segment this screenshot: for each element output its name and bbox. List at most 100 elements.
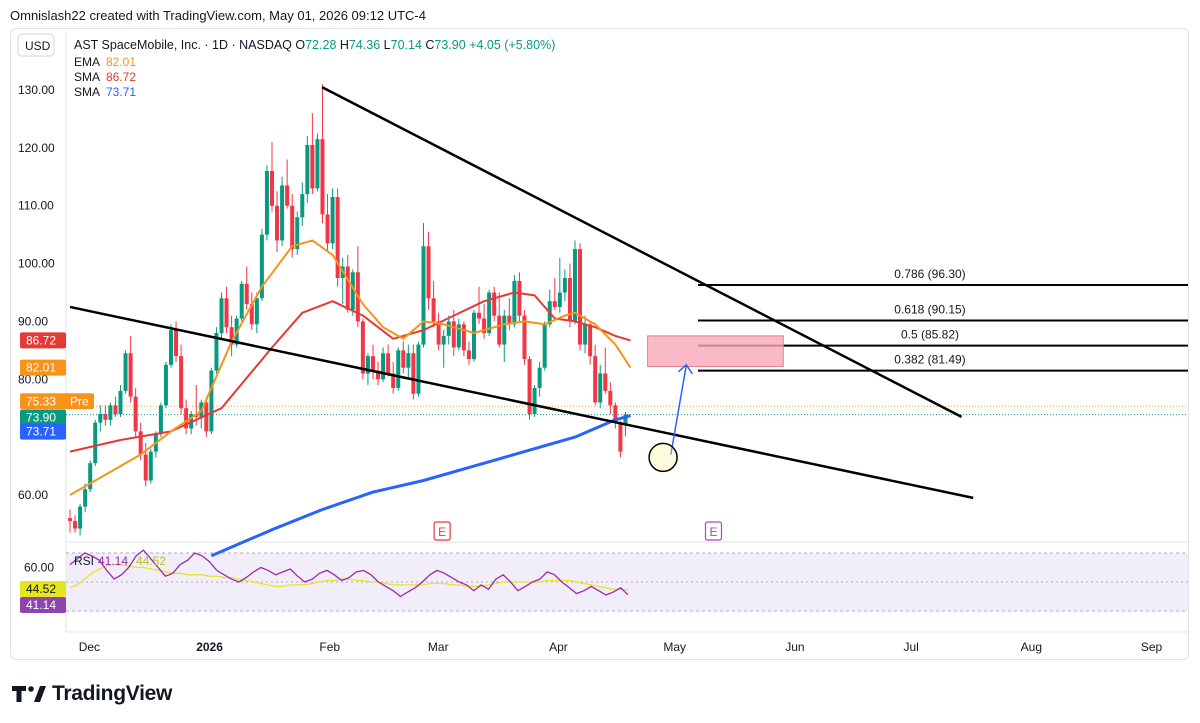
ohlc-value: 74.36 — [349, 38, 384, 52]
candle-body — [290, 205, 295, 250]
currency-badge — [17, 33, 55, 57]
candle-body — [578, 249, 583, 345]
candle-body — [507, 315, 512, 325]
y-tick-label: 110.00 — [18, 199, 54, 213]
candle-body — [295, 217, 300, 250]
rsi-ma-legend-value: 44.52 — [136, 554, 166, 568]
candle-body — [618, 422, 623, 452]
price-tag — [20, 332, 66, 349]
rsi-line — [69, 549, 629, 598]
sma-fast-line — [69, 291, 631, 453]
price-tag-suffix: Pre — [70, 394, 89, 408]
y-tick-label: 80.00 — [18, 372, 48, 386]
y-tick-label: 130.00 — [18, 83, 55, 97]
ohlc-value: 72.28 — [305, 38, 340, 52]
candle-body — [320, 139, 325, 215]
price-tag-label: 75.33 — [26, 394, 56, 408]
projection-arrowhead — [677, 363, 693, 375]
candle-body — [451, 321, 456, 348]
candle-body — [98, 414, 103, 423]
price-tag — [20, 393, 94, 410]
tradingview-logo[interactable]: TradingView — [12, 682, 172, 706]
indicator-value: 86.72 — [106, 70, 136, 84]
indicator-name: EMA — [74, 55, 100, 69]
indicator-value: 82.01 — [106, 55, 136, 69]
x-tick-label: Dec — [79, 640, 100, 654]
rsi-tick-label: 60.00 — [24, 561, 54, 575]
candle-body — [370, 356, 375, 371]
candle-body — [78, 506, 83, 529]
candle-body — [588, 324, 593, 357]
y-tick-label: 90.00 — [18, 314, 48, 328]
candle-body — [330, 197, 335, 244]
candle-body — [179, 356, 184, 409]
candle-body — [517, 280, 522, 316]
candle-body — [204, 402, 209, 432]
candle-body — [477, 312, 482, 319]
brand-name: TradingView — [52, 682, 173, 705]
price-tag — [20, 359, 66, 376]
candle-body — [163, 364, 168, 406]
candle-body — [598, 373, 603, 403]
price-tag — [20, 409, 66, 426]
candle-body — [325, 214, 330, 244]
x-tick-label: Jun — [785, 640, 804, 654]
candle-body — [557, 292, 562, 307]
fib-level-label: 0.382 (81.49) — [894, 353, 965, 367]
candle-body — [381, 353, 386, 380]
candle-body — [128, 353, 133, 397]
candle-body — [148, 451, 153, 481]
x-tick-label: 2026 — [196, 640, 223, 654]
resistance-zone — [647, 335, 784, 368]
price-tag — [20, 423, 66, 440]
rsi-legend-label: RSI — [74, 554, 94, 568]
candle-body — [310, 144, 315, 189]
candle-body — [537, 367, 542, 388]
tradingview-logo-icon — [12, 686, 46, 702]
candle-body — [552, 301, 557, 307]
indicator-value: 73.71 — [106, 85, 136, 99]
x-tick-label: Aug — [1021, 640, 1042, 654]
ohlc-key: H — [340, 38, 349, 52]
earnings-marker — [433, 521, 451, 541]
candle-body — [143, 454, 148, 481]
candle-body — [285, 185, 290, 206]
candle-body — [512, 280, 517, 325]
candle-body — [174, 330, 179, 357]
candle-body — [416, 344, 421, 394]
candle-body — [249, 304, 254, 325]
price-tag-label: 86.72 — [26, 333, 56, 347]
indicator-name: SMA — [74, 85, 100, 99]
sma-slow-line — [210, 414, 631, 558]
candle-body — [401, 350, 406, 368]
price-tag-label: 82.01 — [26, 361, 56, 375]
candle-body — [244, 283, 249, 305]
ohlc-key: O — [295, 38, 305, 52]
candle-body — [482, 318, 487, 333]
candle-body — [466, 350, 471, 360]
x-tick-label: Feb — [319, 640, 340, 654]
price-tag-label: 73.71 — [26, 425, 56, 439]
ema-line — [69, 239, 632, 496]
candle-body — [103, 414, 108, 420]
candle-body — [239, 283, 244, 319]
candle-body — [461, 324, 466, 351]
chart-frame — [10, 28, 1189, 660]
candle-body — [118, 390, 123, 414]
candle-body — [391, 373, 396, 388]
candle-body — [431, 298, 436, 322]
candle-body — [300, 194, 305, 218]
candle-body — [426, 246, 431, 299]
rsi-ma-line — [69, 563, 629, 591]
price-change: +4.05 (+5.80%) — [469, 38, 555, 52]
candle-body — [108, 405, 113, 420]
candle-body — [567, 278, 572, 322]
candle-body — [259, 234, 264, 299]
fib-level-label: 0.618 (90.15) — [894, 303, 965, 317]
candle-body — [497, 315, 502, 345]
candle-body — [572, 249, 577, 322]
candle-body — [88, 463, 93, 490]
candle-body — [542, 324, 547, 368]
candle-body — [345, 266, 350, 310]
